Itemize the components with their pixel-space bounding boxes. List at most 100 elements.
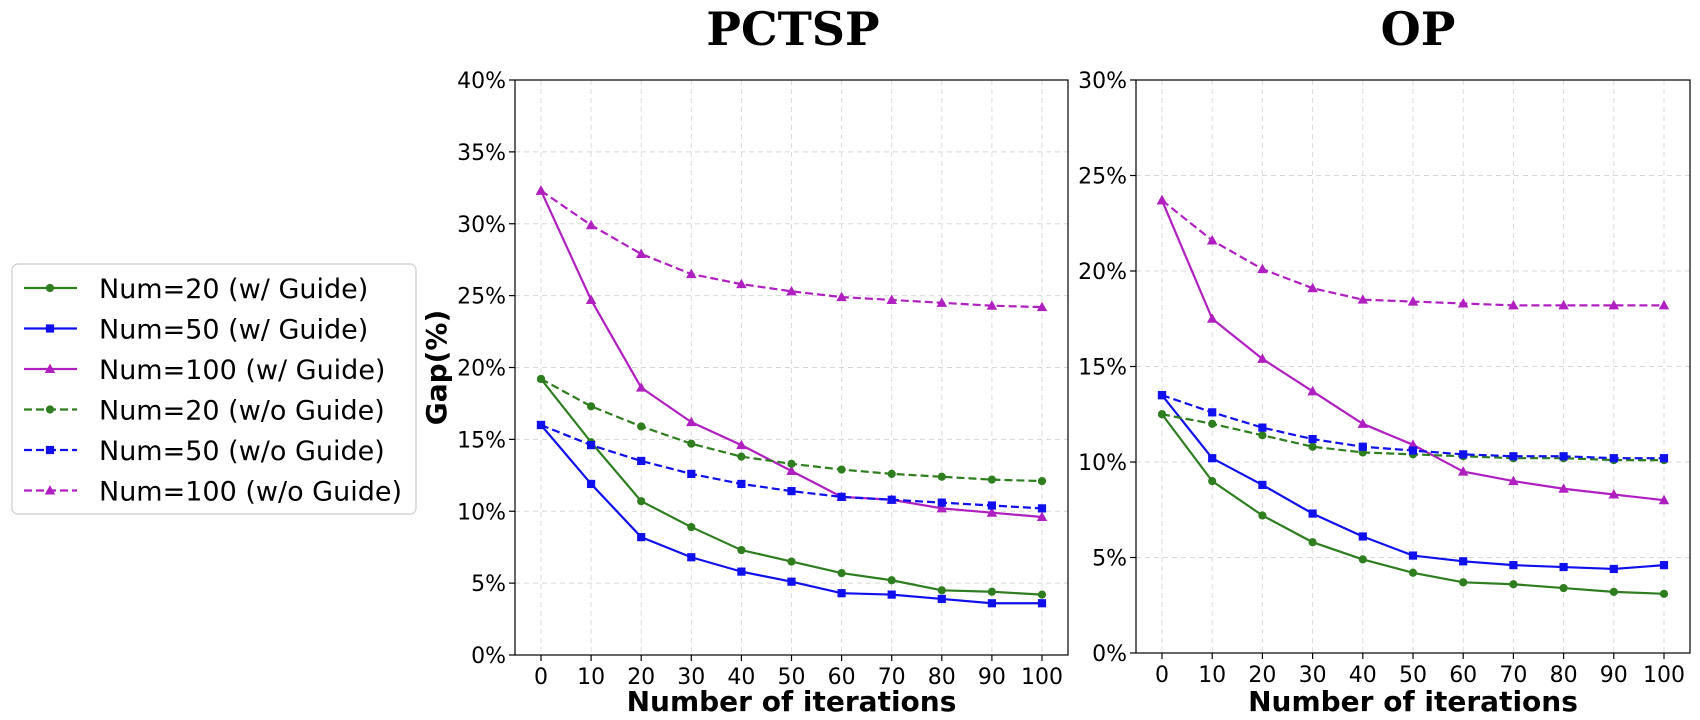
y-tick-label: 15% [457,428,506,453]
y-tick-label: 5% [1092,547,1127,572]
data-point [1509,561,1518,570]
legend-label: Num=100 (w/ Guide) [99,355,385,386]
data-point [1357,418,1369,428]
data-point [1408,446,1418,455]
op-title: OP [1381,2,1456,56]
data-point [837,465,846,474]
legend-marker [44,485,56,495]
data-point [1558,299,1569,310]
data-point [787,487,796,496]
data-point [1457,466,1469,476]
legend-label: Num=50 (w/o Guide) [99,436,385,467]
data-point [1037,590,1047,599]
data-point [1508,475,1519,486]
x-tick-label: 50 [778,665,806,690]
data-point [737,545,746,555]
data-point [1408,568,1418,577]
y-tick-label: 0% [471,644,506,669]
data-point [1508,299,1519,310]
data-point [1308,434,1317,444]
legend-marker [45,405,55,414]
x-tick-label: 20 [1248,663,1276,688]
y-tick-label: 0% [1092,642,1127,667]
data-point [687,553,696,562]
legend-label: Num=50 (w/ Guide) [99,315,368,346]
legend: Num=20 (w/ Guide) Num=50 (w/ Guide) Num=10… [11,263,417,515]
x-tick-label: 60 [1449,663,1477,688]
data-point [936,297,948,307]
data-point [1036,301,1048,312]
x-tick-label: 80 [1550,663,1578,688]
x-tick-label: 90 [978,665,1006,690]
data-point [585,219,597,230]
data-point [1036,511,1048,522]
y-tick-label: 35% [457,141,506,166]
data-point [937,586,946,595]
data-point [987,501,996,510]
data-point [787,577,796,586]
legend-entry-num-20-w-guide: Num=20 (w/ Guide) [24,274,368,305]
data-point [687,439,696,448]
data-point [1459,557,1468,566]
legend-entry-num-50-w-o-guide: Num=50 (w/o Guide) [24,436,385,467]
data-point [1659,561,1669,570]
pctsp-series-num-20-w-guide [536,374,1047,599]
data-point [1037,504,1047,513]
data-point [1407,296,1419,306]
op-series-num-50-w-guide [1157,391,1669,574]
data-point [1658,299,1670,310]
data-point [1037,599,1047,608]
legend-entry-num-100-w-o-guide: Num=100 (w/o Guide) [24,477,402,508]
x-tick-label: 10 [1198,663,1226,688]
legend-marker [44,363,56,374]
data-point [987,475,997,484]
pctsp-series-num-50-w-o-guide [536,420,1047,513]
data-point [1509,452,1518,461]
data-point [585,294,597,304]
data-point [1408,551,1418,560]
data-point [937,472,946,481]
data-point [1357,294,1369,304]
pctsp-title: PCTSP [706,2,879,56]
data-point [1358,555,1367,564]
op-x-axis-label: Number of iterations [1248,685,1578,718]
data-point [536,374,546,384]
data-point [637,533,646,542]
data-point [1208,419,1217,428]
data-point [787,459,796,468]
data-point [837,568,846,578]
legend-label: Num=20 (w/o Guide) [99,396,385,427]
data-point [737,479,746,489]
data-point [787,557,796,566]
data-point [1608,299,1620,310]
data-point [986,300,998,310]
data-point [1258,431,1267,440]
x-tick-label: 50 [1399,663,1427,688]
x-tick-label: 0 [1155,663,1169,688]
data-point [1559,562,1568,572]
data-point [887,469,896,478]
legend-frame [11,263,417,515]
data-point [1157,410,1167,419]
pctsp-series-num-100-w-guide [535,185,1048,522]
x-tick-label: 70 [878,665,906,690]
data-point [1558,483,1569,493]
x-tick-label: 20 [627,665,655,690]
y-tick-label: 20% [1078,260,1127,285]
data-point [1037,476,1047,486]
data-point [1559,452,1568,461]
data-point [1206,235,1218,245]
x-tick-label: 100 [1021,665,1063,690]
x-tick-label: 90 [1600,663,1628,688]
data-point [1258,423,1267,432]
op-series-num-100-w-guide [1156,194,1670,505]
x-tick-label: 80 [928,665,956,690]
y-tick-label: 30% [1078,69,1127,94]
data-point [786,465,797,476]
x-tick-label: 100 [1643,663,1685,688]
data-point [1157,391,1167,400]
op-grid [1136,79,1690,654]
data-point [1208,477,1217,486]
legend-marker [45,445,55,455]
data-point [1559,583,1568,593]
